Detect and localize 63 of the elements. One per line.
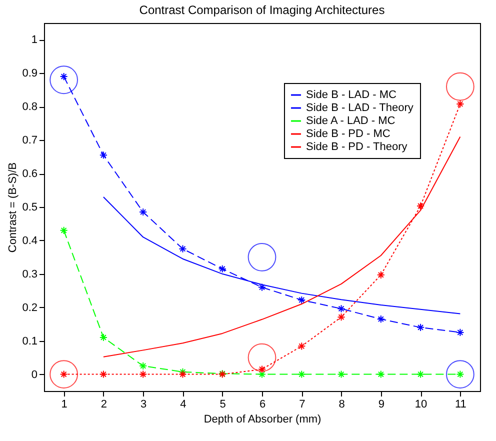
point bbox=[446, 72, 474, 101]
point bbox=[376, 370, 385, 378]
point bbox=[258, 283, 266, 292]
x-tick-label: 4 bbox=[180, 398, 186, 410]
point bbox=[99, 370, 108, 378]
y-tick-label: 0.3 bbox=[22, 268, 38, 280]
point bbox=[298, 370, 306, 378]
point bbox=[298, 342, 306, 350]
point bbox=[248, 243, 276, 272]
y-tick-label: 0 bbox=[31, 368, 38, 381]
y-tick-label: 0.7 bbox=[22, 134, 38, 147]
point bbox=[258, 365, 266, 374]
y-tick-label: 0.9 bbox=[22, 68, 38, 80]
legend-label: Side B - LAD - Theory bbox=[306, 102, 414, 114]
point bbox=[446, 360, 474, 388]
point bbox=[376, 315, 385, 324]
y-axis-title: Contrast = (B-S)/B bbox=[7, 162, 20, 253]
point bbox=[139, 208, 148, 216]
y-tick-label: 0.6 bbox=[22, 168, 38, 180]
x-tick-label: 7 bbox=[299, 398, 306, 410]
y-tick-label: 0.8 bbox=[22, 101, 38, 114]
chart-title: Contrast Comparison of Imaging Architectures bbox=[139, 3, 385, 17]
point bbox=[50, 66, 78, 94]
point bbox=[139, 362, 148, 370]
point bbox=[337, 370, 346, 378]
legend-label: Side B - PD - Theory bbox=[306, 141, 408, 153]
y-tick-label: 0.1 bbox=[22, 335, 38, 348]
point bbox=[178, 244, 187, 253]
y-tick-label: 0.4 bbox=[22, 234, 38, 247]
point bbox=[60, 226, 68, 234]
point bbox=[178, 368, 187, 376]
point bbox=[416, 323, 425, 332]
x-axis-title: Depth of Absorber (mm) bbox=[204, 414, 322, 426]
point bbox=[376, 270, 385, 279]
point bbox=[416, 202, 425, 210]
x-tick-label: 8 bbox=[338, 398, 345, 410]
legend-label: Side A - LAD - MC bbox=[306, 115, 396, 127]
x-tick-label: 9 bbox=[378, 398, 384, 410]
point bbox=[337, 304, 346, 313]
legend-label: Side B - LAD - MC bbox=[306, 89, 397, 101]
x-tick-label: 10 bbox=[414, 398, 428, 410]
y-tick-label: 0.2 bbox=[22, 302, 38, 314]
legend-label: Side B - PD - MC bbox=[306, 128, 390, 140]
point bbox=[99, 333, 108, 342]
y-tick-label: 0.5 bbox=[22, 202, 38, 214]
x-tick-label: 5 bbox=[220, 398, 226, 410]
point bbox=[139, 370, 148, 378]
point bbox=[416, 370, 425, 378]
point bbox=[50, 360, 78, 388]
y-tick-label: 1 bbox=[31, 34, 38, 46]
x-tick-label: 6 bbox=[259, 398, 266, 410]
point bbox=[337, 313, 346, 322]
x-tick-label: 3 bbox=[140, 398, 147, 410]
point bbox=[248, 343, 276, 372]
point bbox=[456, 328, 464, 336]
x-tick-label: 11 bbox=[454, 398, 466, 410]
point bbox=[456, 100, 464, 108]
point bbox=[298, 296, 306, 304]
x-tick-label: 1 bbox=[61, 398, 68, 410]
point bbox=[99, 151, 108, 160]
point bbox=[218, 264, 226, 273]
point bbox=[178, 370, 187, 378]
x-tick-label: 2 bbox=[100, 398, 108, 410]
